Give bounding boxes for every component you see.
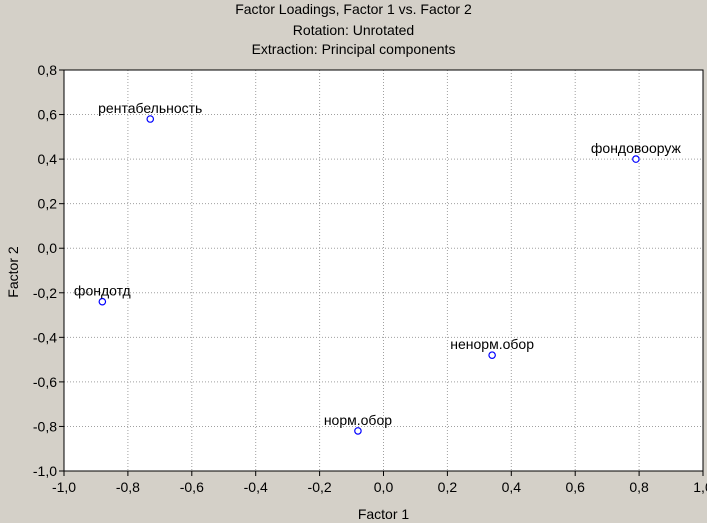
y-tick-label: 0,4	[38, 151, 58, 167]
y-tick-label: 0,8	[38, 62, 58, 78]
x-tick-label: 0,0	[374, 479, 394, 495]
data-point-label: фондотд	[74, 283, 131, 299]
x-tick-label: -0,4	[244, 479, 268, 495]
y-tick-label: 0,6	[38, 107, 58, 123]
data-point	[632, 155, 640, 163]
y-tick-label: -0,8	[33, 418, 57, 434]
y-tick-label: -0,6	[33, 374, 57, 390]
data-point-label: фондовооруж	[591, 140, 682, 156]
y-tick-label: -0,2	[33, 285, 57, 301]
x-tick-label: 0,2	[438, 479, 458, 495]
x-tick-label: 0,8	[629, 479, 649, 495]
x-tick-label: -0,8	[116, 479, 140, 495]
x-tick-label: 1,0	[693, 479, 707, 495]
data-point	[98, 297, 107, 306]
plot-frame	[63, 69, 704, 472]
x-tick-label: -0,2	[308, 479, 332, 495]
data-point	[354, 427, 362, 435]
y-tick-label: 0,0	[38, 240, 58, 256]
chart-title-line-3: Extraction: Principal components	[251, 41, 456, 57]
x-tick-label: 0,6	[565, 479, 585, 495]
x-tick-label: -0,6	[180, 479, 204, 495]
x-axis-label: Factor 1	[357, 506, 410, 522]
y-tick-label: 0,2	[38, 196, 58, 212]
chart-title-line-1: Factor Loadings, Factor 1 vs. Factor 2	[235, 1, 472, 17]
data-point	[146, 115, 155, 123]
x-tick-label: 0,4	[502, 479, 522, 495]
y-tick-label: -1,0	[33, 463, 57, 479]
data-point-label: ненорм.обор	[450, 336, 534, 352]
data-point-label: рентабельность	[98, 100, 202, 116]
chart-title-line-2: Rotation: Unrotated	[292, 22, 415, 38]
y-tick-label: -0,4	[33, 329, 57, 345]
y-axis-label: Factor 2	[5, 246, 21, 298]
x-tick-label: -1,0	[52, 479, 76, 495]
data-point	[488, 351, 496, 359]
data-point-label: норм.обор	[324, 412, 392, 428]
